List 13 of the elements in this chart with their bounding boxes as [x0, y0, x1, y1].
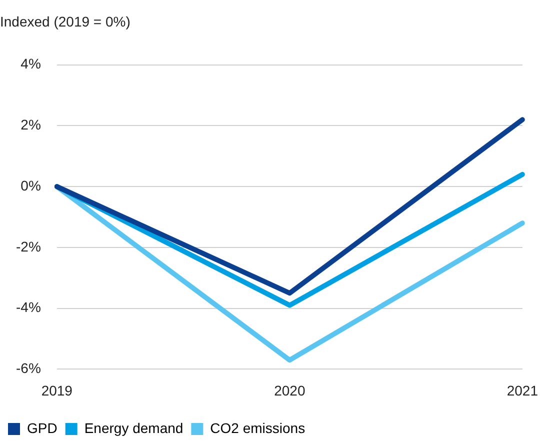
x-tick-label: 2020 [274, 382, 306, 398]
legend-label: GPD [27, 420, 58, 436]
y-tick-label: -2% [16, 238, 41, 254]
y-tick-label: 4% [20, 56, 41, 72]
y-tick-label: 2% [20, 116, 41, 133]
legend-label: Energy demand [84, 420, 184, 436]
legend-label: CO2 emissions [210, 420, 306, 436]
x-tick-label: 2019 [41, 382, 73, 398]
y-tick-label: -4% [16, 299, 41, 316]
y-tick-label: -6% [16, 360, 41, 376]
y-tick-label: 0% [20, 177, 41, 194]
x-tick-label: 2021 [506, 382, 538, 398]
chart-title: Indexed (2019 = 0%) [0, 13, 130, 30]
